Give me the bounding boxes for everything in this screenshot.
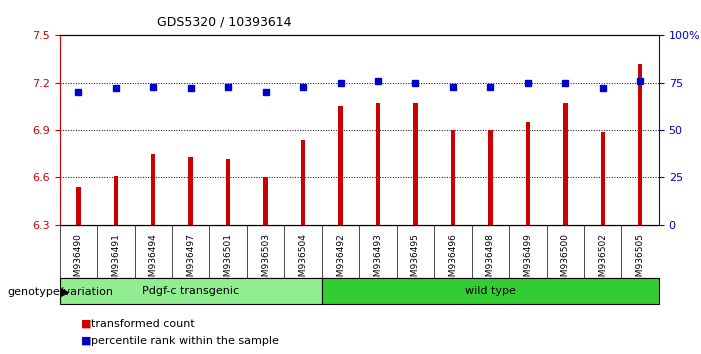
Bar [322,278,659,304]
Bar [601,132,605,225]
Text: GSM936491: GSM936491 [111,233,121,288]
Bar [226,159,231,225]
Text: GSM936496: GSM936496 [449,233,458,288]
Text: GSM936500: GSM936500 [561,233,570,288]
Bar [526,122,530,225]
Text: percentile rank within the sample: percentile rank within the sample [91,336,279,346]
Text: GSM936505: GSM936505 [636,233,645,288]
Text: GSM936497: GSM936497 [186,233,195,288]
Text: GSM936494: GSM936494 [149,233,158,287]
Text: GSM936499: GSM936499 [524,233,532,288]
Text: GSM936493: GSM936493 [374,233,383,288]
Bar [488,130,493,225]
Text: GSM936502: GSM936502 [598,233,607,288]
Bar [151,154,156,225]
Text: ▶: ▶ [60,286,69,298]
Bar [301,139,306,225]
Text: Pdgf-c transgenic: Pdgf-c transgenic [142,286,239,296]
Bar [376,103,380,225]
Text: GSM936501: GSM936501 [224,233,233,288]
Text: GSM936492: GSM936492 [336,233,345,287]
Text: ■: ■ [81,319,91,329]
Text: GDS5320 / 10393614: GDS5320 / 10393614 [157,16,292,29]
Text: GSM936504: GSM936504 [299,233,308,288]
Bar [264,177,268,225]
Bar [451,130,455,225]
Bar [638,64,642,225]
Text: GSM936498: GSM936498 [486,233,495,288]
Bar [189,157,193,225]
Text: wild type: wild type [465,286,516,296]
Bar [413,103,418,225]
Text: GSM936503: GSM936503 [261,233,270,288]
Text: transformed count: transformed count [91,319,195,329]
Text: GSM936495: GSM936495 [411,233,420,288]
Bar [60,278,322,304]
Bar [114,176,118,225]
Bar [76,187,81,225]
Bar [563,103,568,225]
Bar [339,107,343,225]
Text: ■: ■ [81,336,91,346]
Text: genotype/variation: genotype/variation [7,287,113,297]
Text: GSM936490: GSM936490 [74,233,83,288]
